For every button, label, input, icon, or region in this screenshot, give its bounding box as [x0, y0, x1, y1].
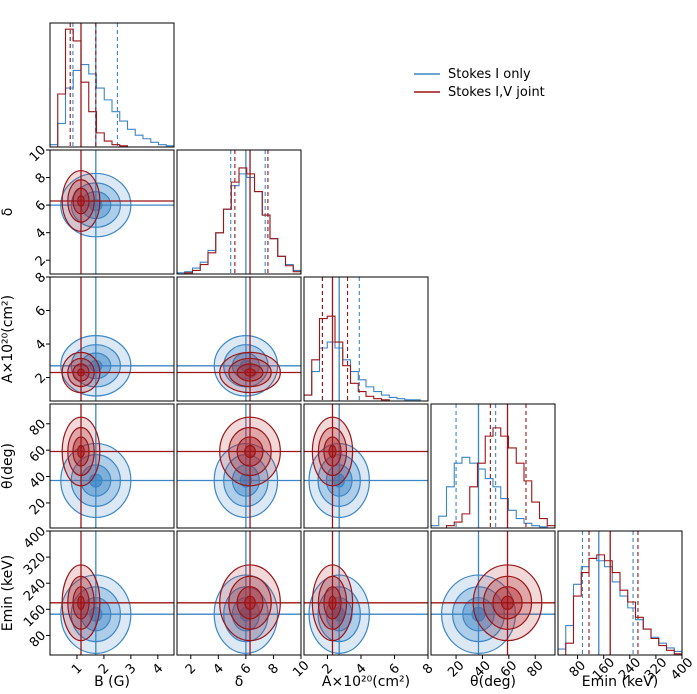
panel-Emin-theta-frame: [430, 530, 556, 656]
panel-delta-delta-plot-area: [177, 150, 301, 274]
panel-delta-B-plot-area: [50, 150, 174, 274]
panel-theta-B: 20 40 60 80: [27, 403, 175, 529]
panel-A-B-ytick-label: 4: [33, 337, 49, 353]
panel-B-B-frame: [49, 22, 175, 148]
panel-delta-delta-frame: [176, 149, 302, 275]
histogram-delta-stokes-iv: [177, 167, 301, 274]
panel-delta-B-ytick-label: 2: [33, 253, 49, 269]
legend: Stokes I only Stokes I,V joint: [414, 67, 545, 100]
panel-theta-theta-plot-area: [431, 404, 555, 528]
panel-Emin-theta-plot-area: [431, 531, 555, 655]
panel-Emin-B-ytick-label: 400: [21, 524, 49, 552]
panel-A-B-frame: [49, 276, 175, 402]
axis-labels: B (G) δ A×10²⁰(cm²) θ(deg) Emin (keV) δ A×10²⁰…: [0, 208, 658, 690]
histogram-B-stokes-iv: [50, 28, 174, 147]
panel-A-A-frame: [303, 276, 429, 402]
panel-theta-A-plot-area: [304, 404, 428, 528]
panel-theta-B-ytick-label: 20: [27, 496, 49, 518]
y-axis-label-delta: δ: [0, 208, 16, 217]
histogram-theta-stokes-iv: [431, 427, 555, 528]
panel-Emin-theta-xtick-label: 80: [524, 658, 546, 680]
panel-theta-B-ytick-label: 80: [27, 417, 49, 439]
panel-Emin-delta-frame: [176, 530, 302, 656]
x-axis-label-A: A×10²⁰(cm²): [322, 674, 410, 690]
panel-Emin-delta: 2 4 6 8 10: [176, 530, 313, 681]
panel-Emin-B-plot-area: [50, 531, 174, 655]
panel-B-B-plot-area: [50, 23, 174, 147]
panel-theta-delta-plot-area: [177, 404, 301, 528]
panel-delta-B-frame: [49, 149, 175, 275]
panel-A-B-ytick-label: 8: [33, 270, 49, 286]
histogram-B-stokes-i: [50, 63, 174, 147]
y-axis-label-Emin: Emin (keV): [0, 555, 16, 631]
legend-label-stokes-iv: Stokes I,V joint: [448, 85, 545, 100]
legend-label-stokes-i: Stokes I only: [448, 67, 531, 82]
panel-theta-theta-frame: [430, 403, 556, 529]
panel-Emin-delta-xtick-label: 4: [210, 661, 226, 677]
panel-Emin-Emin-xtick-label: 400: [668, 655, 696, 683]
panel-theta-delta-frame: [176, 403, 302, 529]
panel-A-delta-frame: [176, 276, 302, 402]
panel-A-delta: [176, 276, 302, 402]
panel-Emin-A-xtick-label: 8: [420, 661, 436, 677]
panel-A-delta-plot-area: [177, 277, 301, 401]
panel-Emin-B-frame: [49, 530, 175, 656]
panel-Emin-B-ytick-label: 320: [21, 550, 49, 578]
panel-A-B-plot-area: [50, 277, 174, 401]
panel-Emin-theta: 20 40 60 80: [430, 530, 556, 681]
histogram-A-stokes-iv: [304, 315, 428, 401]
panel-Emin-B-xtick-label: 4: [150, 661, 166, 677]
panel-delta-B-ytick-label: 6: [33, 198, 49, 214]
panel-theta-B-ytick-label: 60: [27, 443, 49, 465]
panel-Emin-B-ytick-label: 80: [27, 628, 49, 650]
panel-delta-delta: [176, 149, 302, 275]
panel-Emin-Emin-plot-area: [558, 531, 682, 655]
y-axis-label-A: A×10²⁰(cm²): [0, 295, 16, 383]
panel-theta-B-ytick-label: 40: [27, 469, 49, 491]
panel-A-B-ytick-label: 6: [33, 303, 49, 319]
panel-Emin-delta-xtick-label: 10: [290, 658, 312, 680]
panel-theta-A-frame: [303, 403, 429, 529]
panel-Emin-B-ytick-label: 160: [21, 602, 49, 630]
panel-Emin-delta-xtick-label: 2: [183, 661, 199, 677]
panel-theta-B-plot-area: [50, 404, 174, 528]
x-axis-label-B: B (G): [94, 674, 130, 690]
panel-theta-delta: [176, 403, 302, 529]
y-axis-label-theta: θ(deg): [0, 443, 16, 489]
histogram-A-stokes-i: [304, 341, 428, 401]
panel-A-A: [303, 276, 429, 402]
x-axis-label-Emin: Emin (keV): [582, 674, 658, 690]
panel-delta-B-ytick-label: 4: [33, 226, 49, 242]
panel-Emin-delta-xtick-label: 8: [266, 661, 282, 677]
panel-delta-B-ytick-label: 8: [33, 170, 49, 186]
histogram-theta-stokes-i: [431, 456, 555, 528]
panel-delta-B-ytick-label: 10: [27, 143, 49, 165]
panel-theta-A: [303, 403, 429, 529]
x-axis-label-theta: θ(deg): [470, 674, 516, 690]
histogram-Emin-stokes-iv: [558, 554, 682, 655]
panel-delta-B: 2 4 6 8 10: [27, 143, 175, 275]
panel-A-B-ytick-label: 2: [33, 370, 49, 386]
panel-Emin-delta-plot-area: [177, 531, 301, 655]
panel-Emin-A-plot-area: [304, 531, 428, 655]
panel-Emin-A-frame: [303, 530, 429, 656]
panel-Emin-theta-xtick-label: 20: [445, 658, 467, 680]
x-axis-label-delta: δ: [235, 674, 244, 690]
panel-Emin-B-xtick-label: 1: [69, 661, 85, 677]
panel-A-A-plot-area: [304, 277, 428, 401]
panel-Emin-Emin-frame: [557, 530, 683, 656]
panel-A-B: 2 4 6 8: [33, 270, 175, 402]
panel-theta-theta: [430, 403, 556, 529]
panel-B-B: [49, 22, 175, 148]
histogram-delta-stokes-i: [177, 173, 301, 274]
panel-Emin-B-ytick-label: 240: [21, 576, 49, 604]
panel-theta-B-frame: [49, 403, 175, 529]
